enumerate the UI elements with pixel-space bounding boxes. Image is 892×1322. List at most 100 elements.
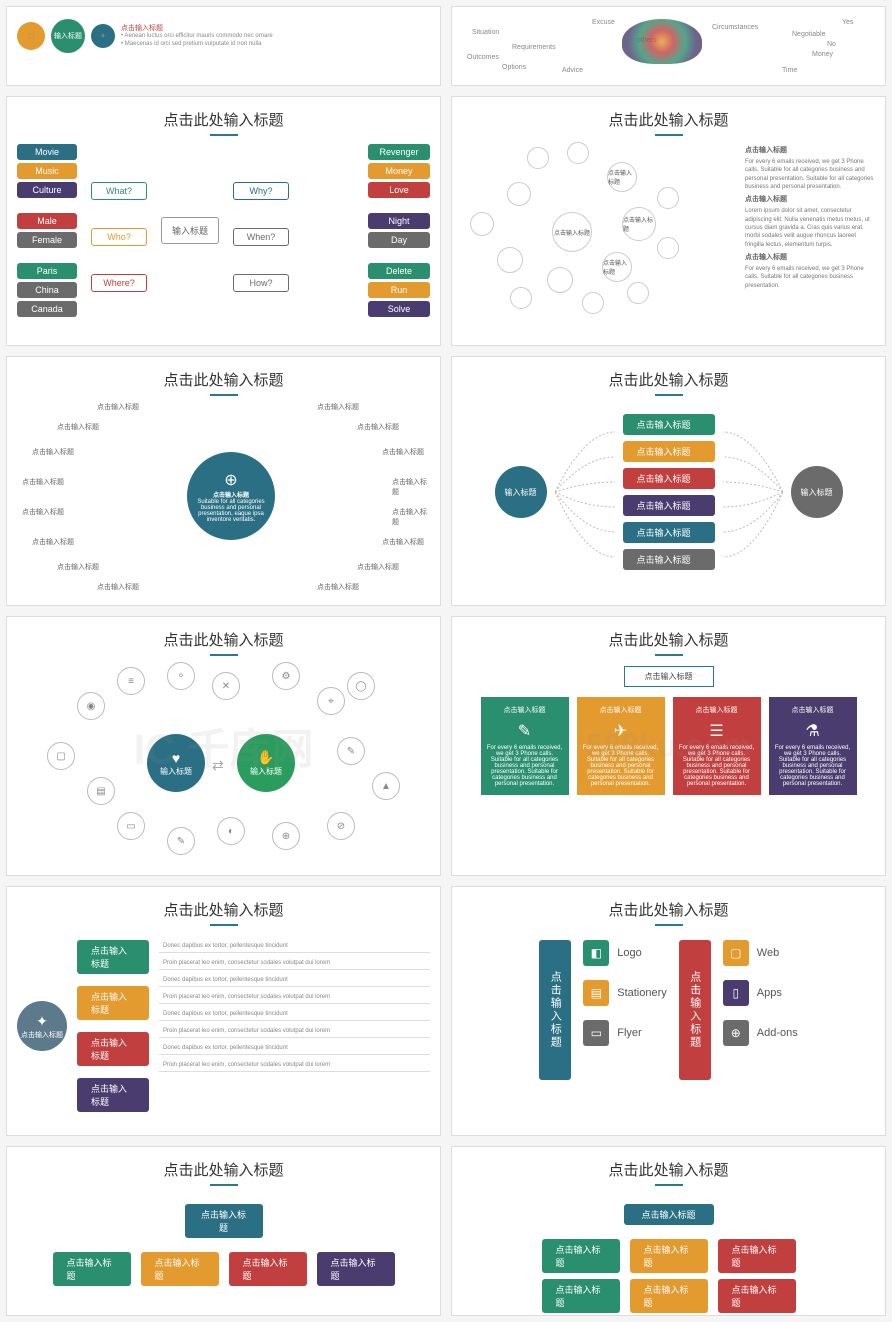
left-pill: China bbox=[17, 282, 77, 298]
satellite-icon: ✕ bbox=[212, 672, 240, 700]
stack-tag: 点击输入标题 bbox=[623, 549, 715, 570]
item-label: Stationery bbox=[617, 987, 667, 999]
left-pill: Canada bbox=[17, 301, 77, 317]
node-icon: ✈ bbox=[91, 24, 115, 48]
stack-tag: 点击输入标题 bbox=[623, 414, 715, 435]
spoke-label: 点击输入标题 bbox=[357, 422, 399, 432]
org-tag: 点击输入标题 bbox=[542, 1279, 620, 1313]
list-item: ▤Stationery bbox=[583, 980, 667, 1006]
slide-8: 点击此处输入标题 点击输入标题 点击输入标题✎For every 6 email… bbox=[451, 616, 886, 876]
spoke-label: 点击输入标题 bbox=[392, 477, 430, 497]
bubble: 点击输入标题 bbox=[602, 252, 632, 282]
bubble bbox=[507, 182, 531, 206]
center-node: 输入标题 bbox=[161, 217, 219, 244]
item-icon: ▢ bbox=[723, 940, 749, 966]
text-heading: 点击输入标题 bbox=[745, 195, 875, 205]
right-pill: Delete bbox=[368, 263, 430, 279]
satellite-icon: ◯ bbox=[347, 672, 375, 700]
branch-tag: 点击输入标题 bbox=[77, 986, 149, 1020]
item-icon: ⊕ bbox=[723, 1020, 749, 1046]
root-node: 点击输入标题 bbox=[624, 666, 714, 687]
q-pill: When? bbox=[233, 228, 289, 246]
slide-1: ⬚ 输入标题 ✈ 点击输入标题 • Aenean luctus orci eff… bbox=[6, 6, 441, 86]
satellite-icon: ▢ bbox=[47, 742, 75, 770]
slide-title: 点击此处输入标题 bbox=[462, 1159, 875, 1186]
brain-word: Yes bbox=[842, 19, 853, 26]
stack-tag: 点击输入标题 bbox=[623, 495, 715, 516]
org-tag: 点击输入标题 bbox=[317, 1252, 395, 1286]
slide-2: Situation Requirements Outcomes Options … bbox=[451, 6, 886, 86]
root-tag: 点击输入标题 bbox=[624, 1204, 714, 1225]
bubble bbox=[497, 247, 523, 273]
brain-word: Outcomes bbox=[467, 54, 499, 61]
spoke-label: 点击输入标题 bbox=[97, 582, 139, 592]
bulb-node: ✦点击输入标题 bbox=[17, 1001, 67, 1051]
right-pill: Love bbox=[368, 182, 430, 198]
slide-11: 点击此处输入标题 点击输入标题 点击输入标题点击输入标题点击输入标题点击输入标题 bbox=[6, 1146, 441, 1316]
satellite-icon: ▭ bbox=[117, 812, 145, 840]
org-card: 点击输入标题✈For every 6 emails received, we g… bbox=[577, 697, 665, 795]
root-tag: 点击输入标题 bbox=[185, 1204, 263, 1238]
org-col: 点击输入标题点击输入标题点击输入标题 bbox=[718, 1239, 796, 1316]
q-pill: Where? bbox=[91, 274, 147, 292]
slide-title: 点击此处输入标题 bbox=[17, 369, 430, 396]
org-card: 点击输入标题☰For every 6 emails received, we g… bbox=[673, 697, 761, 795]
org-tag: 点击输入标题 bbox=[53, 1252, 131, 1286]
text-heading: 点击输入标题 bbox=[745, 253, 875, 263]
brain-word: Situation bbox=[472, 29, 499, 36]
spoke-label: 点击输入标题 bbox=[22, 507, 64, 517]
connector bbox=[555, 422, 615, 562]
org-tag: 点击输入标题 bbox=[718, 1239, 796, 1273]
org-card: 点击输入标题⚗For every 6 emails received, we g… bbox=[769, 697, 857, 795]
brain-icon bbox=[622, 19, 702, 64]
bubble bbox=[657, 237, 679, 259]
item-label: Apps bbox=[757, 987, 782, 999]
slide-title: 点击此处输入标题 bbox=[462, 899, 875, 926]
spoke-label: 点击输入标题 bbox=[317, 582, 359, 592]
q-pill: How? bbox=[233, 274, 289, 292]
org-col: 点击输入标题点击输入标题点击输入标题 bbox=[630, 1239, 708, 1316]
org-col: 点击输入标题点击输入标题点击输入标题 bbox=[542, 1239, 620, 1316]
line-text: Donec dapibus ex tortor, pellentesque ti… bbox=[159, 940, 430, 953]
spoke-label: 点击输入标题 bbox=[32, 537, 74, 547]
list-item: ▭Flyer bbox=[583, 1020, 667, 1046]
list-item: ▢Web bbox=[723, 940, 798, 966]
satellite-icon: ✎ bbox=[337, 737, 365, 765]
spoke-label: 点击输入标题 bbox=[317, 402, 359, 412]
slide-9: 点击此处输入标题 ✦点击输入标题 点击输入标题点击输入标题点击输入标题点击输入标… bbox=[6, 886, 441, 1136]
item-icon: ◧ bbox=[583, 940, 609, 966]
core-1: ♥输入标题 bbox=[147, 734, 205, 792]
org-tag: 点击输入标题 bbox=[718, 1279, 796, 1313]
brain-word: Money bbox=[812, 51, 833, 58]
spoke-diagram: ⊕ 点击输入标题 Suitable for all categories bus… bbox=[17, 402, 430, 592]
bubble bbox=[547, 267, 573, 293]
slide-3: 点击此处输入标题 MovieMusicCultureMaleFemalePari… bbox=[6, 96, 441, 346]
slide-6: 点击此处输入标题 输入标题 点击输入标题点击输入标题点击输入标题点击输入标题点击… bbox=[451, 356, 886, 606]
satellite-icon: ⊕ bbox=[272, 822, 300, 850]
satellite-icon: ▤ bbox=[87, 777, 115, 805]
vertical-bar-2: 点击输入标题 bbox=[679, 940, 711, 1080]
arrow-icon: ⇄ bbox=[212, 757, 224, 774]
hub-title: 点击输入标题 bbox=[213, 490, 249, 499]
text-body: For every 6 emails received, we get 3 Ph… bbox=[745, 158, 875, 192]
org-tag: 点击输入标题 bbox=[141, 1252, 219, 1286]
line-text: Proin placerat leo enim, consectetur sod… bbox=[159, 991, 430, 1004]
org-tag: 点击输入标题 bbox=[630, 1279, 708, 1313]
node-center: 输入标题 bbox=[51, 19, 85, 53]
slide-title: 点击此处输入标题 bbox=[17, 109, 430, 136]
connector bbox=[723, 422, 783, 562]
right-pill: Run bbox=[368, 282, 430, 298]
slide-title: 点击此处输入标题 bbox=[17, 1159, 430, 1186]
node-icon: ⬚ bbox=[17, 22, 45, 50]
spoke-label: 点击输入标题 bbox=[57, 422, 99, 432]
right-pill: Solve bbox=[368, 301, 430, 317]
heading: 点击输入标题 bbox=[121, 24, 430, 33]
bubble bbox=[567, 142, 589, 164]
bubble bbox=[527, 147, 549, 169]
core-2: ✋输入标题 bbox=[237, 734, 295, 792]
left-pill: Female bbox=[17, 232, 77, 248]
bubble bbox=[470, 212, 494, 236]
text-body: For every 6 emails received, we get 3 Ph… bbox=[745, 265, 875, 290]
text-heading: 点击输入标题 bbox=[745, 146, 875, 156]
brain-word: Excuse bbox=[592, 19, 615, 26]
